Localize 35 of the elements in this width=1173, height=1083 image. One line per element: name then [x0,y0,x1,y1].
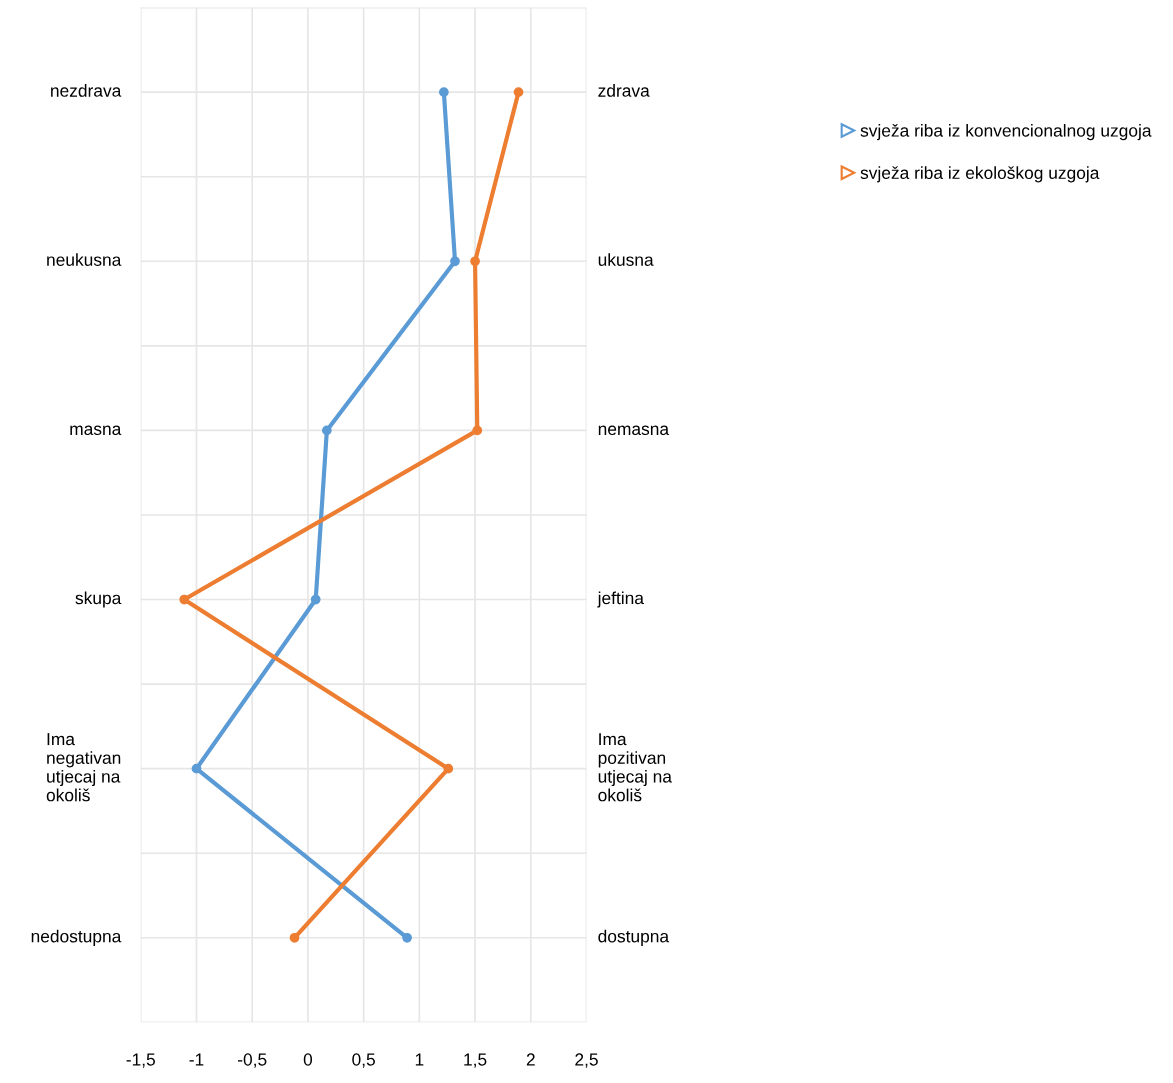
x-tick-label: 1,5 [464,1053,487,1068]
y-tick-label: skupa [75,591,122,608]
y-tick-label: masna [70,425,122,436]
text: nemasna [598,425,670,436]
point [321,425,332,436]
y-tick-label: Ima negativan utjecaj na okoliš [46,733,121,802]
text: ukusna [598,253,654,266]
point [470,256,480,267]
x-tick-label: 1 [415,1053,424,1066]
point [179,594,190,605]
text: dostupna [598,929,670,946]
point [191,763,202,774]
y-tick-label: nedostupna [31,929,122,946]
point [450,256,460,267]
point [513,87,524,98]
text: jeftina [597,591,644,608]
y-tick-label: nezdrava [51,84,122,97]
point [439,87,449,98]
point [402,932,412,943]
x-tick-label: 0,5 [352,1053,375,1068]
point [289,932,300,943]
legend-label: svježa riba iz konvencionalnog uzgoja [860,123,1152,141]
x-tick-label: 2,5 [575,1053,598,1068]
point [472,425,483,436]
legend-label: svježa riba iz ekološkog uzgoja [860,166,1100,183]
point [310,594,321,605]
text: zdrava [598,84,650,97]
text: Ima pozitivan utjecaj na okoliš [598,733,672,802]
x-tick-label: -1,5 [126,1053,155,1068]
x-tick-label: -0,5 [238,1053,267,1068]
y-tick-label: neukusna [47,253,122,266]
x-tick-label: 2 [526,1053,535,1066]
x-tick-label: 0 [303,1053,313,1066]
x-tick-label: -1 [189,1053,204,1066]
point [443,763,454,774]
